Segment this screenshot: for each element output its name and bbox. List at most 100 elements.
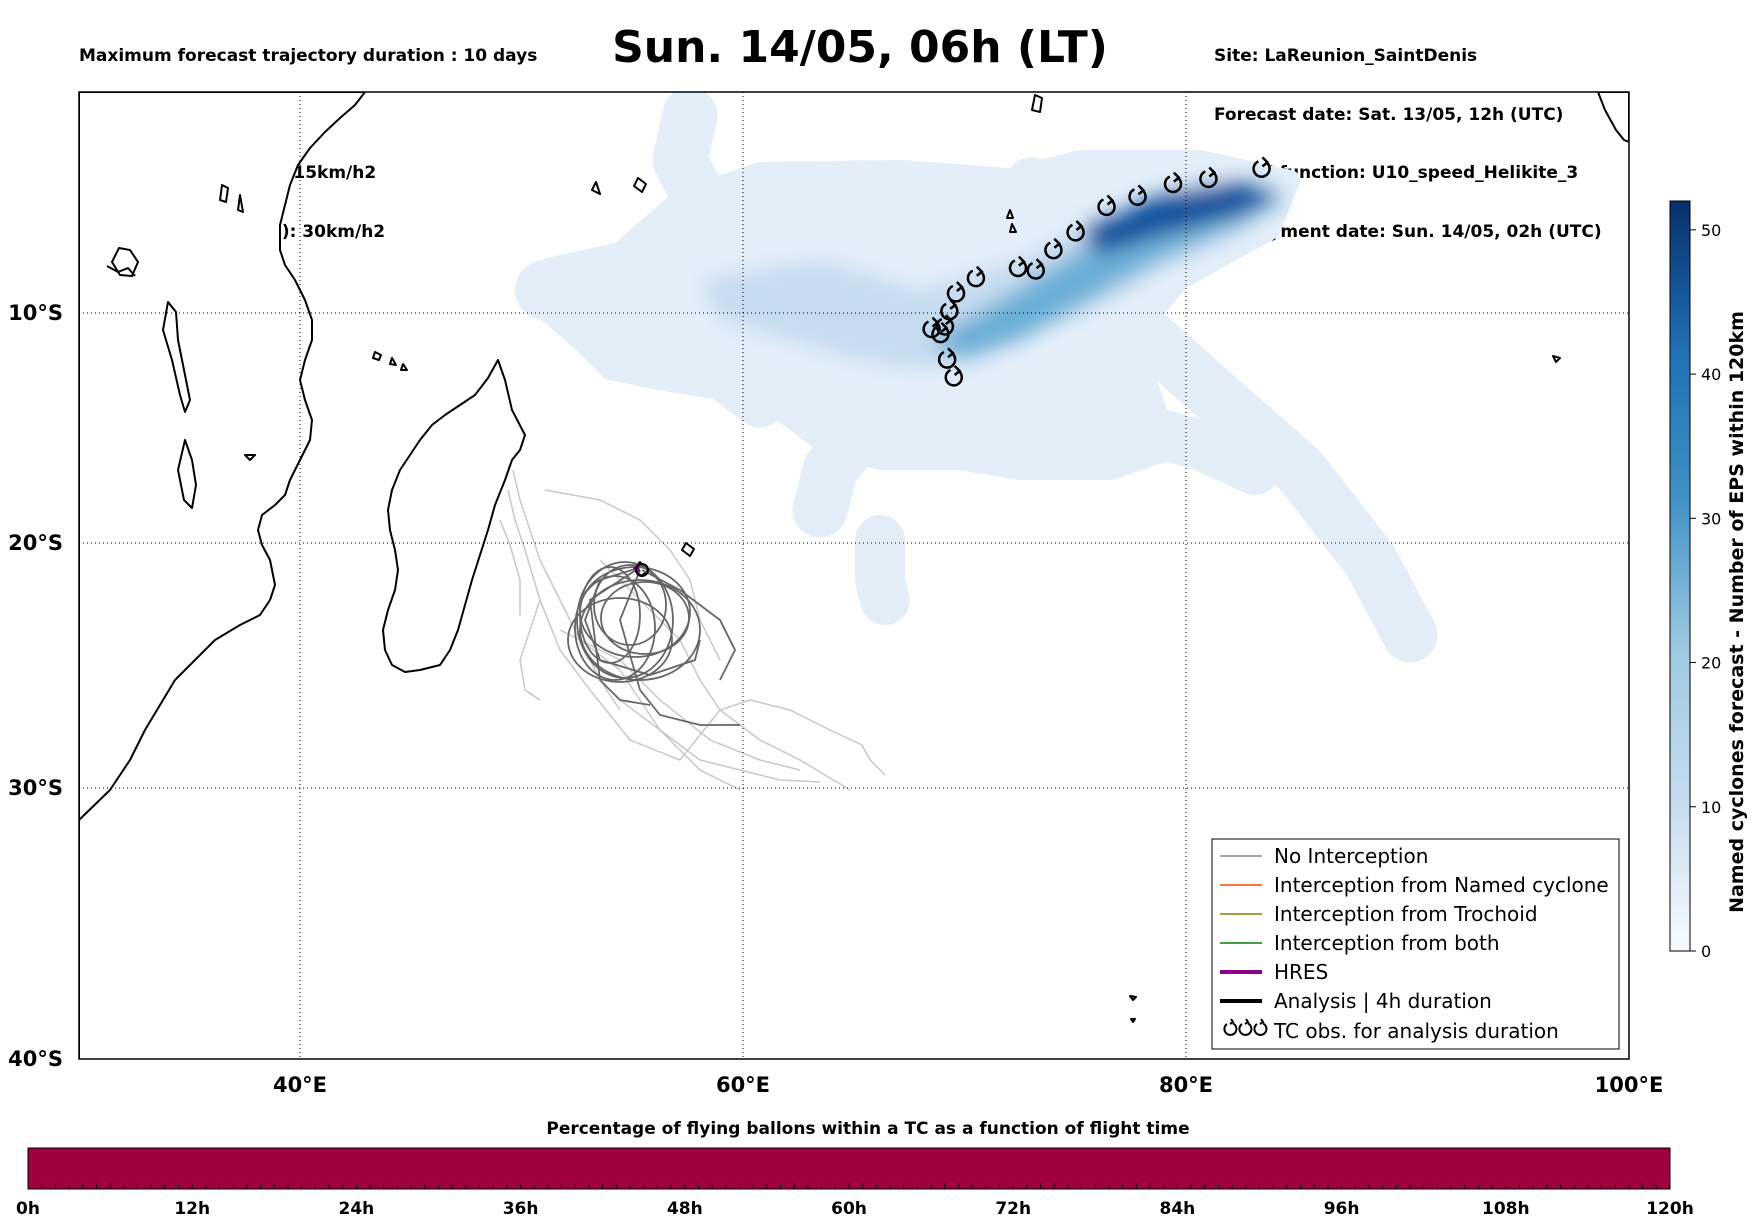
tc-observation-symbol — [1128, 184, 1147, 206]
madagascar-coastline — [382, 359, 526, 673]
colorbar-ticks: 0 10 20 30 40 50 — [1690, 221, 1721, 961]
legend-label: TC obs. for analysis duration — [1273, 1019, 1559, 1043]
lon-label-80e: 80°E — [1159, 1073, 1213, 1097]
tc-observations — [922, 156, 1271, 387]
sumatra-islet — [1552, 355, 1561, 363]
legend-label: HRES — [1274, 960, 1328, 984]
page-title: Sun. 14/05, 06h (LT) — [612, 22, 1108, 73]
tc-observation-symbol — [966, 265, 986, 288]
density-spur-east — [1085, 395, 1280, 495]
timebar-tick-label: 36h — [503, 1199, 539, 1219]
lake-malawi — [177, 439, 197, 509]
density-spur-north — [652, 92, 768, 278]
no-interception-loop — [579, 579, 701, 681]
eps-trajectory — [544, 489, 721, 661]
lat-label-40s: 40°S — [8, 1047, 63, 1071]
timebar-tick-label: 72h — [995, 1199, 1031, 1219]
timebar-tick-label: 108h — [1482, 1199, 1530, 1219]
header-right-line: Forecast date: Sat. 13/05, 12h (UTC) — [1214, 104, 1564, 125]
tc-observation-symbol — [1044, 237, 1063, 260]
colorbar-gradient — [1669, 200, 1691, 952]
sri-lanka-coast — [1597, 92, 1629, 143]
no-interception-loop — [579, 566, 641, 664]
legend-label: No Interception — [1274, 844, 1428, 868]
density-spur-reunion — [855, 515, 910, 625]
analysis-site-marker — [635, 563, 649, 577]
lon-label-100e: 100°E — [1595, 1073, 1664, 1097]
mozambique-islet — [244, 454, 256, 461]
timebar-tick-label: 84h — [1160, 1199, 1196, 1219]
latitude-labels: 10°S 20°S 30°S 40°S — [8, 301, 63, 1071]
colorbar-tick-label: 30 — [1701, 509, 1721, 528]
tc-observation-symbol — [944, 365, 964, 387]
longitude-labels: 40°E 60°E 80°E 100°E — [273, 1073, 1663, 1097]
header-right-line: Site: LaReunion_SaintDenis — [1214, 46, 1478, 66]
colorbar-tick-label: 40 — [1701, 365, 1721, 384]
tc-observation-symbol — [1066, 220, 1085, 242]
tc-density-layer — [515, 92, 1438, 663]
tc-observation-symbol — [931, 321, 950, 344]
legend-box — [1211, 838, 1620, 1050]
eps-trajectory — [679, 699, 886, 776]
no-interception-loop — [593, 564, 667, 646]
density-spur-southeast — [1102, 292, 1438, 663]
colorbar-tick-label: 50 — [1701, 221, 1721, 240]
timebar-tick-label: 48h — [667, 1199, 703, 1219]
coastlines — [79, 92, 1629, 1059]
density-spur-west — [515, 260, 630, 330]
timebar-title: Percentage of flying ballons within a TC… — [546, 1119, 1189, 1139]
no-interception-trajectory — [641, 569, 737, 681]
no-interception-loop — [567, 597, 673, 683]
timebar-tick-label: 12h — [174, 1199, 210, 1219]
eps-trajectory — [599, 559, 851, 791]
tc-colorbar: 0 10 20 30 40 50 Named cyclones forecast - Nu… — [1669, 200, 1748, 961]
header-left-line: Maximum forecast trajectory duration : 1… — [79, 46, 538, 66]
tc-observation-symbol — [1163, 171, 1183, 194]
tc-observation-symbol — [1199, 166, 1218, 189]
tc-observation-symbol — [937, 347, 957, 369]
seychelles-islands — [591, 177, 647, 195]
colorbar-tick-label: 20 — [1701, 654, 1721, 673]
colorbar-title: Named cyclones forecast - Number of EPS … — [1726, 311, 1748, 913]
tc-observation-symbol — [946, 281, 966, 303]
legend-label: Interception from Trochoid — [1274, 902, 1538, 926]
no-interception-trajectory — [619, 569, 740, 726]
timebar-fill — [27, 1147, 1671, 1190]
timebar-tick-label: 24h — [339, 1199, 375, 1219]
timebar-tick-label: 0h — [16, 1199, 40, 1219]
eps-trajectory — [519, 599, 541, 701]
timebar-tick-label: 60h — [831, 1199, 867, 1219]
density-spur-south — [792, 392, 898, 538]
colorbar-tick-label: 10 — [1701, 798, 1721, 817]
chagos-islands — [1006, 209, 1017, 233]
tc-observation-symbol — [922, 316, 941, 339]
lat-label-20s: 20°S — [8, 531, 63, 555]
map-frame — [78, 91, 1630, 1060]
legend-label: Analysis | 4h duration — [1274, 989, 1492, 1013]
no-interception-loop — [600, 581, 690, 655]
africa-coastline — [79, 92, 366, 1059]
density-region-core — [1080, 182, 1280, 255]
density-spur-southwest — [632, 312, 788, 428]
eps-trajectory — [507, 489, 681, 761]
time-bar: Percentage of flying ballons within a TC… — [16, 1119, 1694, 1219]
mauritius-island — [681, 542, 695, 557]
no-interception-trajectory — [589, 569, 651, 706]
comoros-islands — [372, 351, 408, 371]
lake-turkana — [106, 265, 136, 277]
legend-label: Interception from Named cyclone — [1274, 873, 1609, 897]
tc-observation-symbol — [1252, 156, 1271, 178]
eps-trajectory — [619, 699, 821, 783]
lat-label-30s: 30°S — [8, 776, 63, 800]
eps-trajectory — [559, 629, 801, 771]
lat-label-10s: 10°S — [8, 301, 63, 325]
timebar-tick-label: 120h — [1646, 1199, 1694, 1219]
colorbar-tick-label: 0 — [1701, 942, 1711, 961]
timebar-ticks: 0h 12h 24h 36h 48h 60h 72h 84h 96h 108h 120h — [16, 1183, 1694, 1219]
maldives-islands — [1031, 94, 1043, 113]
tc-observation-symbol — [1008, 255, 1028, 278]
eps-trajectory — [499, 519, 521, 615]
eps-trajectory — [579, 639, 741, 791]
tc-observation-symbol — [1026, 258, 1045, 280]
